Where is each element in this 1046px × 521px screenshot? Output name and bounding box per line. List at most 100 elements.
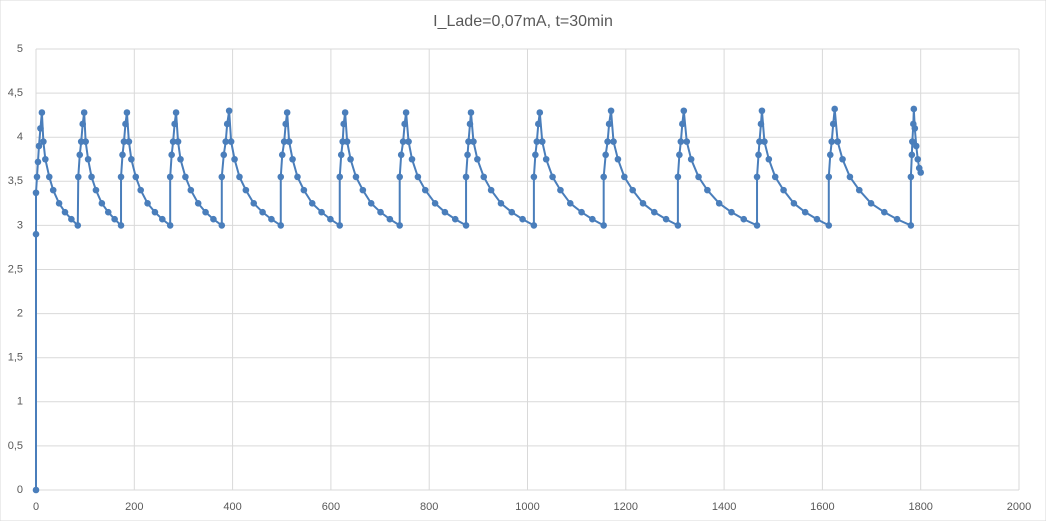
data-point [589,215,596,223]
data-point [277,173,285,181]
data-point [88,173,95,181]
data-point [600,173,607,181]
data-point [846,173,854,181]
data-point [300,186,308,194]
data-point [111,215,118,223]
data-point [465,138,472,145]
data-point [600,222,607,229]
data-point [651,208,658,216]
data-point [343,138,351,145]
data-point [893,215,901,223]
data-point [327,215,334,223]
data-point [117,173,125,181]
data-point [227,138,235,145]
data-point [123,109,131,116]
data-point [614,155,622,163]
x-tick-label: 2000 [1007,501,1031,513]
data-point [676,151,683,159]
data-point [756,138,763,145]
x-tick-label: 1000 [515,501,539,513]
x-tick-label: 800 [420,501,438,513]
data-point [120,138,128,145]
data-point [908,151,916,159]
data-point [829,120,837,128]
data-point [82,138,89,145]
data-point [536,109,544,116]
data-point [218,222,226,229]
data-point [166,222,174,229]
y-tick-label: 1 [17,396,23,408]
data-point [530,173,538,181]
data-point [218,173,226,181]
data-point [49,186,57,194]
data-point [367,200,375,207]
data-point [337,151,345,159]
data-point [480,173,488,181]
data-point [236,173,243,181]
chart-title: I_Lade=0,07mA, t=30min [433,13,613,30]
data-point [740,215,748,223]
y-tick-label: 3,5 [8,175,23,187]
data-point [605,120,613,128]
data-point [32,230,40,238]
data-point [753,173,761,181]
data-point [519,215,526,223]
x-tick-label: 1200 [614,501,638,513]
data-point [34,158,42,166]
data-point [755,151,762,159]
data-point [487,186,495,194]
data-point [61,208,69,216]
data-point [159,215,166,223]
data-point [268,215,275,223]
y-tick-label: 3 [17,219,23,231]
data-point [911,125,919,132]
y-tick-label: 4,5 [8,87,23,99]
data-point [680,107,688,115]
data-point [35,142,43,150]
data-point [912,142,920,150]
data-point [242,186,250,194]
data-point [757,120,765,128]
data-point [397,151,405,159]
data-point [538,138,546,145]
data-point [497,200,505,207]
x-tick-label: 1400 [712,501,736,513]
data-point [602,151,609,159]
data-point [386,215,394,223]
data-point [881,208,888,216]
data-point [780,186,787,194]
data-point [834,138,841,145]
x-tick-label: 1800 [908,501,932,513]
data-point [396,222,404,229]
data-point [604,138,611,145]
data-point [225,107,233,115]
data-point [408,155,416,163]
data-point [533,138,541,145]
data-point [220,151,228,159]
data-point [470,138,477,145]
data-point [231,155,238,163]
data-point [125,138,133,145]
y-tick-label: 2 [17,308,23,320]
x-tick-label: 600 [322,501,340,513]
y-tick-label: 5 [17,43,23,55]
data-point [813,215,821,223]
data-point [352,173,360,181]
data-point [171,120,178,128]
data-point [187,186,195,194]
data-point [695,173,702,181]
data-point [679,120,686,128]
data-point [377,208,384,216]
data-point [282,120,289,128]
data-point [341,109,349,116]
data-point [629,186,636,194]
data-point [715,200,723,207]
data-point [202,208,209,216]
data-point [530,222,538,229]
data-point [84,155,92,163]
data-point [210,215,217,223]
data-point [466,120,474,128]
data-point [76,151,84,159]
y-tick-label: 4 [17,131,23,143]
